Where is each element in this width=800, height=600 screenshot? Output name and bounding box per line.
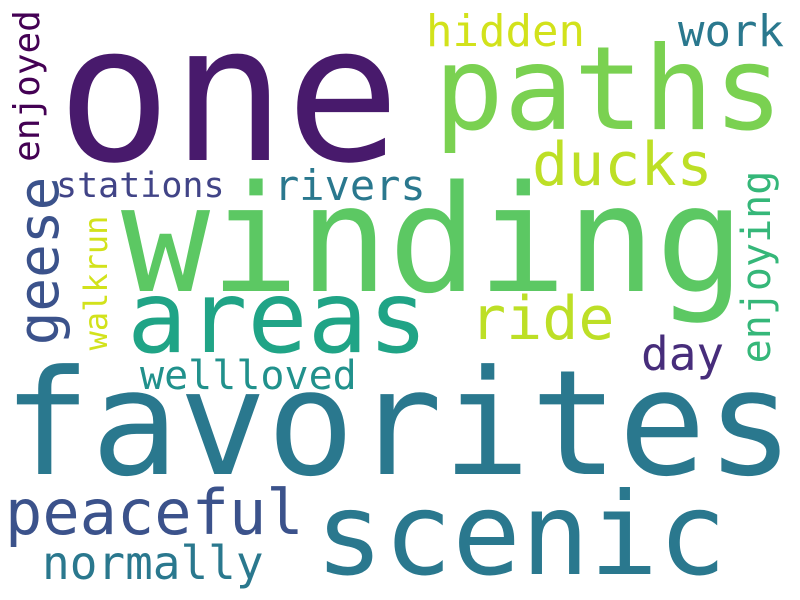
word-work: work xyxy=(678,6,784,57)
word-peaceful: peaceful xyxy=(5,476,304,549)
word-areas: areas xyxy=(127,259,429,376)
word-ride: ride xyxy=(470,284,615,354)
word-scenic: scenic xyxy=(315,468,727,600)
word-rivers: rivers xyxy=(274,161,426,210)
word-enjoyed: enjoyed xyxy=(7,10,48,162)
word-enjoying: enjoying xyxy=(734,170,780,364)
word-walkrun: walkrun xyxy=(77,215,115,351)
word-paths: paths xyxy=(434,22,784,157)
word-ducks: ducks xyxy=(532,130,713,200)
word-winding: winding xyxy=(121,154,745,326)
word-stations: stations xyxy=(56,166,225,206)
word-one: one xyxy=(57,0,401,205)
word-day: day xyxy=(641,327,725,381)
word-hidden: hidden xyxy=(426,6,585,57)
word-normally: normally xyxy=(42,536,264,590)
word-wellloved: wellloved xyxy=(140,353,357,399)
word-favorites: favorites xyxy=(3,339,795,509)
word-geese: geese xyxy=(7,176,72,346)
